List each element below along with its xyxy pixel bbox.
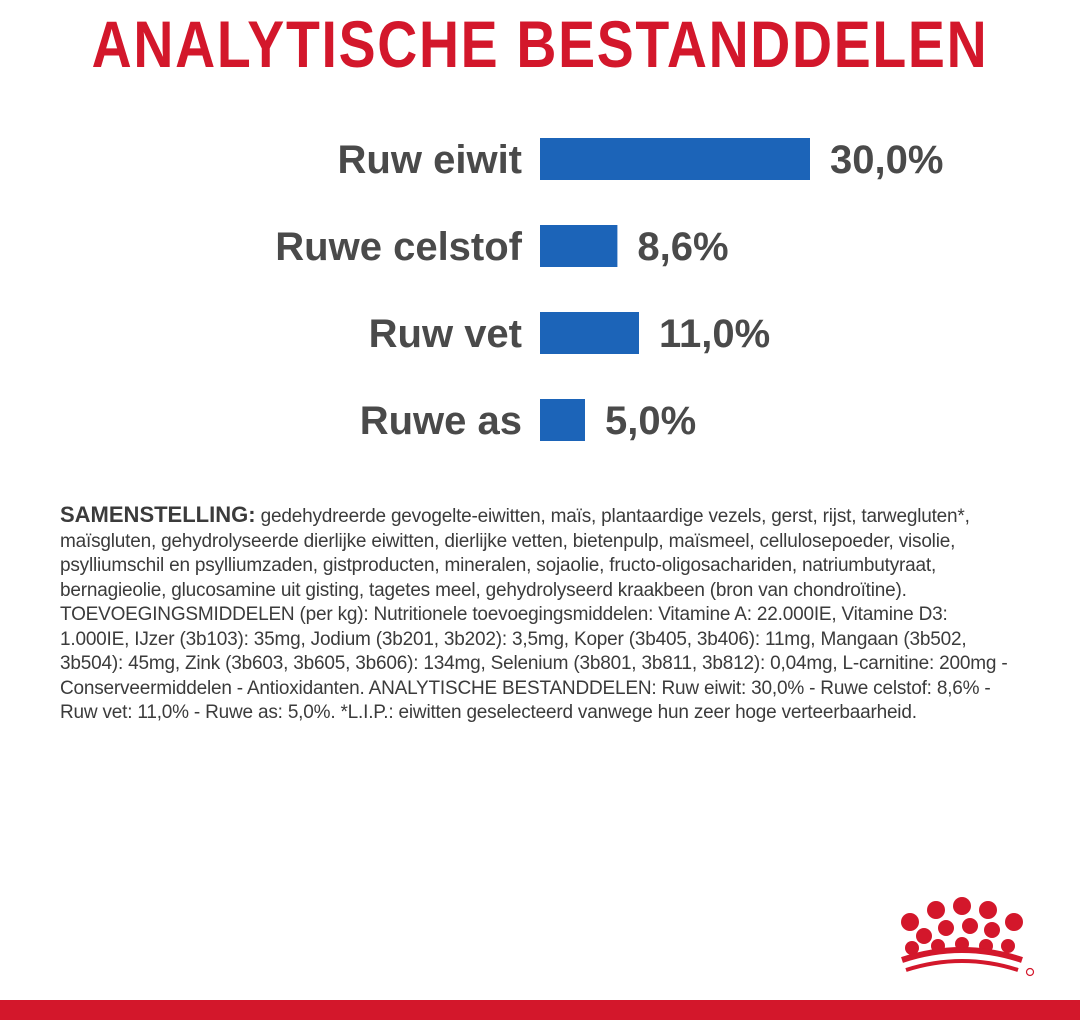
value-label-ruw-eiwit: 30,0% [830, 138, 943, 182]
bar-ruw-eiwit [540, 138, 810, 180]
category-label-ruw-vet: Ruw vet [369, 312, 522, 356]
category-label-ruwe-as: Ruwe as [360, 399, 522, 443]
value-label-ruwe-as: 5,0% [605, 399, 696, 443]
bar-ruw-vet [540, 312, 639, 354]
bar-ruwe-as [540, 399, 585, 441]
composition-text-block: SAMENSTELLING: gedehydreerde gevogelte-e… [60, 502, 1020, 726]
value-label-ruwe-celstof: 8,6% [637, 225, 728, 269]
bar-ruwe-celstof [540, 225, 618, 267]
composition-body: gedehydreerde gevogelte-eiwitten, maïs, … [60, 506, 1008, 723]
composition-heading: SAMENSTELLING: [60, 502, 256, 527]
page-title: ANALYTISCHE BESTANDDELEN [91, 7, 989, 81]
crown-logo-icon [901, 897, 1035, 977]
analytical-constituents-chart: Ruw eiwit 30,0% Ruwe celstof 8,6% Ruw vet 11,… [275, 138, 943, 443]
bottom-brand-bar [0, 1000, 1080, 1020]
category-label-ruw-eiwit: Ruw eiwit [338, 138, 522, 182]
value-label-ruw-vet: 11,0% [659, 312, 770, 356]
category-label-ruwe-celstof: Ruwe celstof [275, 225, 522, 269]
